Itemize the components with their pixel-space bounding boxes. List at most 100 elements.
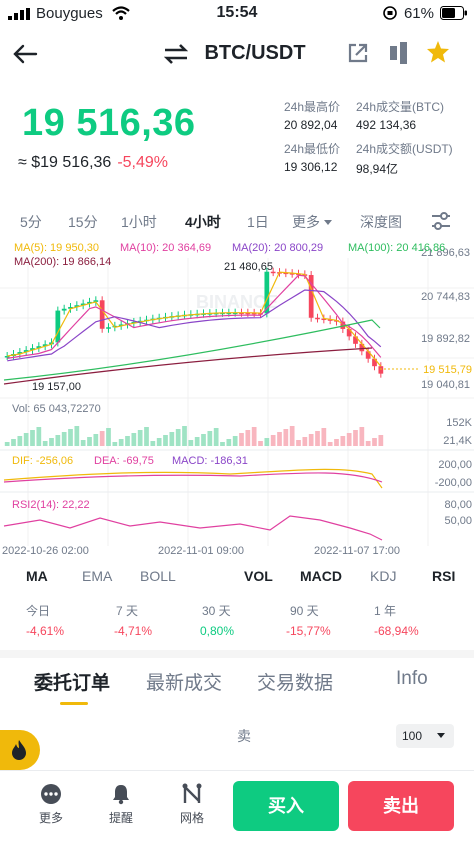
- volume-usdt-value: 98,94亿: [356, 162, 399, 176]
- candle-body: [42, 344, 48, 347]
- candle-body: [232, 312, 238, 315]
- candle-body: [17, 352, 23, 355]
- timeframe-15m[interactable]: 15分: [68, 214, 98, 230]
- floating-fire-button[interactable]: [0, 730, 40, 770]
- indicator-ma[interactable]: MA: [26, 568, 48, 584]
- sell-button[interactable]: 卖出: [348, 781, 454, 831]
- tab-info[interactable]: Info: [396, 668, 428, 689]
- candle-body: [258, 313, 263, 315]
- volume-bar: [277, 432, 282, 446]
- detail-tabs: 委托订单 最新成交 交易数据 Info: [0, 668, 474, 708]
- volume-bar: [226, 439, 232, 446]
- volume-bar: [315, 431, 320, 446]
- candle-body: [251, 312, 257, 315]
- candle-body: [283, 272, 289, 275]
- swap-pair-icon[interactable]: [163, 44, 189, 64]
- high-marker: 21 480,65: [224, 261, 273, 273]
- volume-bar: [55, 435, 61, 446]
- timeframe-5m[interactable]: 5分: [20, 214, 42, 230]
- candle-body: [315, 317, 320, 320]
- volume-bar: [334, 439, 339, 446]
- alert-button[interactable]: 提醒: [101, 783, 141, 826]
- rsi-label: RSI2(14): 22,22: [12, 499, 90, 511]
- grid-trading-button[interactable]: 网格: [172, 783, 212, 826]
- indicator-kdj[interactable]: KDJ: [370, 568, 397, 584]
- ma5-line: [7, 271, 382, 367]
- indicator-boll[interactable]: BOLL: [140, 568, 176, 584]
- share-external-icon[interactable]: [347, 42, 369, 64]
- volume-bar: [232, 436, 238, 446]
- volume-bar: [365, 441, 371, 446]
- buy-button[interactable]: 买入: [233, 781, 339, 831]
- favorite-star-icon[interactable]: [426, 40, 450, 64]
- perf-value: -15,77%: [286, 624, 331, 638]
- macd-axis-label: 200,00: [438, 459, 472, 471]
- ma20-line: [7, 289, 382, 362]
- carrier-name: Bouygues: [36, 5, 103, 22]
- candle-body: [87, 301, 92, 304]
- volume-bar: [156, 438, 162, 446]
- timeframe-1h[interactable]: 1小时: [121, 214, 157, 230]
- layout-toggle-icon[interactable]: [389, 41, 409, 65]
- depth-precision-select[interactable]: 100: [396, 724, 454, 748]
- candle-body: [36, 346, 42, 349]
- volume-bar: [118, 439, 124, 446]
- volume-bar: [17, 436, 23, 446]
- volume-axis-label: 152K: [446, 417, 472, 429]
- indicator-vol[interactable]: VOL: [244, 568, 273, 584]
- volume-bar: [213, 428, 219, 446]
- volume-bar: [131, 433, 137, 446]
- timeframe-4h[interactable]: 4小时: [185, 214, 221, 230]
- volume-bar: [258, 441, 263, 446]
- tab-recent-trades[interactable]: 最新成交: [146, 673, 223, 694]
- volume-bar: [340, 436, 346, 446]
- macd-axis-label: -200,00: [435, 477, 472, 489]
- volume-bar: [93, 434, 99, 446]
- time-axis-label: 2022-11-07 17:00: [314, 545, 400, 557]
- depth-chart-tab[interactable]: 深度图: [360, 214, 402, 230]
- volume-bar: [201, 434, 206, 446]
- volume-bar: [327, 442, 333, 446]
- volume-bar: [30, 430, 35, 446]
- volume-label: Vol: 65 043,72270: [12, 403, 101, 415]
- more-button[interactable]: 更多: [31, 783, 71, 826]
- candle-body: [270, 271, 276, 274]
- candle-body: [68, 306, 73, 309]
- candle-body: [245, 312, 251, 315]
- volume-bar: [74, 426, 80, 446]
- tab-active-indicator: [60, 702, 88, 705]
- volume-bar: [36, 427, 42, 446]
- current-price-tag-bg: [418, 361, 474, 376]
- price-axis-label: 21 896,63: [421, 247, 470, 259]
- high-label: 24h最高价: [284, 100, 341, 114]
- candle-body: [340, 321, 346, 329]
- indicator-ema[interactable]: EMA: [82, 568, 113, 584]
- kline-chart[interactable]: BINANCE 21 896,63 20 744,83 19 892,82 19 040…: [0, 238, 474, 560]
- low-value: 19 306,12: [284, 160, 338, 174]
- timeframe-1d[interactable]: 1日: [247, 214, 269, 230]
- volume-bar: [182, 426, 187, 446]
- bell-icon: [113, 785, 129, 805]
- candle-body: [353, 336, 358, 344]
- perf-value: -4,61%: [26, 624, 65, 638]
- volume-bar: [68, 429, 73, 446]
- pair-title[interactable]: BTC/USDT: [204, 42, 306, 64]
- candle-body: [289, 273, 295, 275]
- volume-bar: [61, 432, 67, 446]
- candle-body: [239, 312, 244, 315]
- timeframe-selector: 5分 15分 1小时 4小时 1日 更多 深度图: [0, 212, 474, 234]
- macd-dea-line: [3, 472, 383, 483]
- tab-trading-data[interactable]: 交易数据: [257, 673, 334, 694]
- volume-btc-value: 492 134,36: [356, 118, 417, 132]
- current-price-tag: 19 515,79: [423, 364, 472, 376]
- indicator-macd[interactable]: MACD: [300, 568, 342, 584]
- volume-bar: [251, 427, 257, 446]
- fiat-price-row: ≈ $19 516,36 -5,49%: [18, 154, 168, 172]
- back-arrow-icon[interactable]: [12, 44, 38, 64]
- chart-settings-icon[interactable]: [430, 210, 452, 232]
- ma200-line: [3, 347, 373, 385]
- perf-value: 0,80%: [200, 624, 235, 638]
- indicator-rsi[interactable]: RSI: [432, 568, 456, 584]
- timeframe-more[interactable]: 更多: [292, 212, 333, 232]
- tab-order-book[interactable]: 委托订单: [34, 673, 111, 694]
